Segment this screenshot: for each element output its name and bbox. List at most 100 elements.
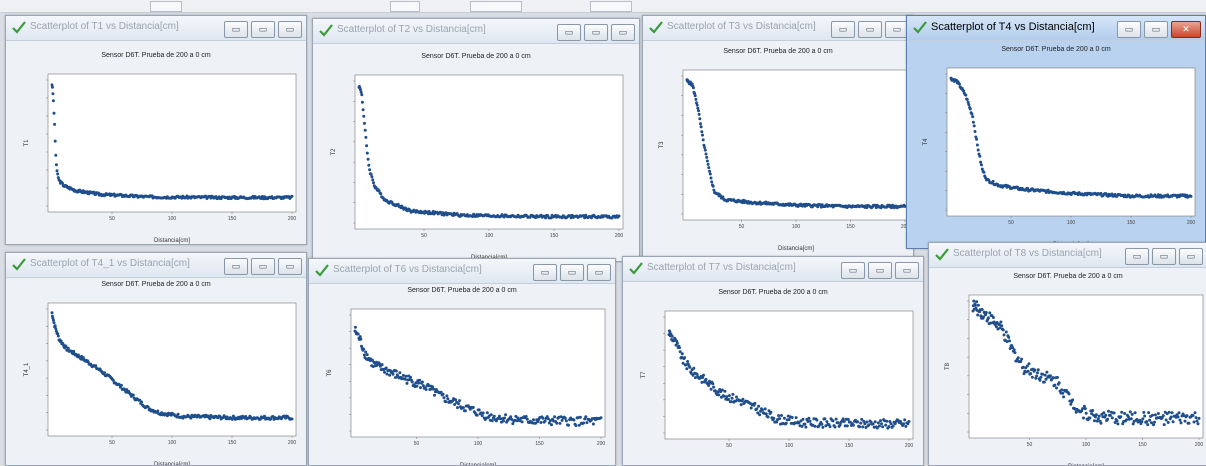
data-point — [64, 345, 68, 349]
scatterplot-window[interactable]: Scatterplot of T8 vs Distancia[cm] ▭ ▭ ▭ Sen… — [928, 242, 1206, 466]
data-point — [140, 400, 144, 404]
scatter-plot-svg: T6 Distancia[cm] 50 100 150 200 — [327, 308, 605, 465]
data-point — [146, 405, 150, 409]
data-point — [1177, 411, 1181, 415]
maximize-button[interactable]: ▭ — [251, 21, 275, 38]
data-point — [558, 421, 562, 425]
minimize-button[interactable]: ▭ — [1117, 21, 1141, 38]
data-point — [53, 139, 57, 143]
restore-button[interactable]: ▭ — [895, 262, 919, 279]
maximize-button[interactable]: ▭ — [560, 264, 584, 281]
data-point — [388, 373, 392, 377]
window-titlebar[interactable]: Scatterplot of T4 vs Distancia[cm] ▭ ▭ ✕ — [907, 16, 1205, 41]
restore-button[interactable]: ▭ — [278, 258, 302, 275]
data-point — [1095, 419, 1099, 423]
data-point — [1189, 194, 1193, 198]
data-point — [1045, 370, 1049, 374]
maximize-button[interactable]: ▭ — [251, 258, 275, 275]
window-titlebar[interactable]: Scatterplot of T4_1 vs Distancia[cm] ▭ ▭ ▭ — [6, 253, 306, 278]
maximize-button[interactable]: ▭ — [858, 21, 882, 38]
restore-button[interactable]: ▭ — [885, 21, 909, 38]
data-point — [563, 416, 567, 420]
scatterplot-window[interactable]: Scatterplot of T4 vs Distancia[cm] ▭ ▭ ✕ Sen… — [906, 15, 1206, 249]
data-point — [1187, 421, 1191, 425]
data-point — [780, 414, 783, 417]
data-point — [1026, 187, 1030, 190]
data-point — [358, 335, 362, 339]
data-point — [858, 425, 862, 429]
minimize-button[interactable]: ▭ — [533, 264, 557, 281]
maximize-button[interactable]: ▭ — [1152, 248, 1176, 265]
scatterplot-window[interactable]: Scatterplot of T6 vs Distancia[cm] ▭ ▭ ▭ Sen… — [308, 258, 616, 466]
data-point — [976, 313, 980, 317]
data-point — [815, 418, 819, 422]
toolbar-control[interactable] — [470, 1, 522, 12]
scatterplot-window[interactable]: Scatterplot of T3 vs Distancia[cm] ▭ ▭ ▭ Sen… — [642, 15, 914, 257]
restore-button[interactable]: ▭ — [1179, 248, 1203, 265]
toolbar-control[interactable] — [150, 1, 182, 12]
data-point — [569, 216, 573, 220]
data-point — [1004, 330, 1008, 334]
minimize-button[interactable]: ▭ — [557, 24, 581, 41]
x-tick-label: 150 — [228, 216, 237, 222]
toolbar-control[interactable] — [390, 1, 420, 12]
minimize-button[interactable]: ▭ — [224, 258, 248, 275]
close-button[interactable]: ✕ — [1171, 21, 1201, 38]
maximize-button[interactable]: ▭ — [584, 24, 608, 41]
data-point — [433, 393, 436, 397]
data-point — [365, 144, 369, 148]
scatter-plot: T3 Distancia[cm] 50 100 150 200 — [655, 68, 913, 256]
minimize-button[interactable]: ▭ — [1125, 248, 1149, 265]
data-point — [51, 318, 55, 322]
data-point — [420, 380, 424, 384]
scatterplot-window[interactable]: Scatterplot of T7 vs Distancia[cm] ▭ ▭ ▭ Sen… — [622, 256, 924, 466]
data-point — [56, 334, 60, 338]
data-point — [974, 306, 978, 310]
minimize-button[interactable]: ▭ — [831, 21, 855, 38]
toolbar-control[interactable] — [590, 1, 632, 12]
scatterplot-window[interactable]: Scatterplot of T1 vs Distancia[cm] ▭ ▭ ▭ Sen… — [5, 15, 307, 245]
data-point — [1013, 351, 1017, 355]
data-point — [1166, 421, 1170, 424]
window-titlebar[interactable]: Scatterplot of T3 vs Distancia[cm] ▭ ▭ ▭ — [643, 16, 913, 41]
scatterplot-window[interactable]: Scatterplot of T2 vs Distancia[cm] ▭ ▭ ▭ Sen… — [312, 18, 640, 262]
data-point — [711, 184, 715, 188]
data-point — [717, 393, 721, 397]
data-point — [978, 154, 982, 158]
data-point — [859, 421, 863, 425]
data-point — [998, 326, 1002, 330]
window-titlebar[interactable]: Scatterplot of T6 vs Distancia[cm] ▭ ▭ ▭ — [309, 259, 615, 284]
scatterplot-window[interactable]: Scatterplot of T4_1 vs Distancia[cm] ▭ ▭ ▭ S… — [5, 252, 307, 466]
data-point — [975, 137, 979, 141]
data-point — [363, 121, 366, 125]
data-point — [572, 418, 576, 422]
window-titlebar[interactable]: Scatterplot of T2 vs Distancia[cm] ▭ ▭ ▭ — [313, 19, 639, 44]
restore-button[interactable]: ▭ — [611, 24, 635, 41]
restore-button[interactable]: ▭ — [587, 264, 611, 281]
data-point — [485, 411, 489, 415]
data-point — [797, 421, 801, 425]
data-point — [1088, 416, 1092, 420]
data-point — [599, 416, 603, 420]
minimize-button[interactable]: ▭ — [841, 262, 865, 279]
data-point — [50, 311, 54, 315]
x-tick-label: 100 — [474, 441, 483, 447]
window-titlebar[interactable]: Scatterplot of T7 vs Distancia[cm] ▭ ▭ ▭ — [623, 257, 923, 282]
data-point — [362, 353, 366, 357]
maximize-button[interactable]: ▭ — [868, 262, 892, 279]
data-point — [364, 350, 368, 354]
window-titlebar[interactable]: Scatterplot of T8 vs Distancia[cm] ▭ ▭ ▭ — [929, 243, 1206, 268]
restore-button[interactable]: ▭ — [278, 21, 302, 38]
minimize-button[interactable]: ▭ — [224, 21, 248, 38]
data-point — [711, 382, 715, 386]
scatter-plot-svg: T3 Distancia[cm] 50 100 150 200 — [659, 69, 909, 252]
data-point — [706, 162, 710, 166]
data-point — [584, 415, 588, 419]
x-tick-label: 100 — [168, 440, 177, 446]
window-titlebar[interactable]: Scatterplot of T1 vs Distancia[cm] ▭ ▭ ▭ — [6, 16, 306, 41]
data-point — [50, 85, 54, 89]
maximize-button[interactable]: ▭ — [1144, 21, 1168, 38]
data-point — [680, 355, 684, 359]
data-point — [686, 360, 690, 363]
